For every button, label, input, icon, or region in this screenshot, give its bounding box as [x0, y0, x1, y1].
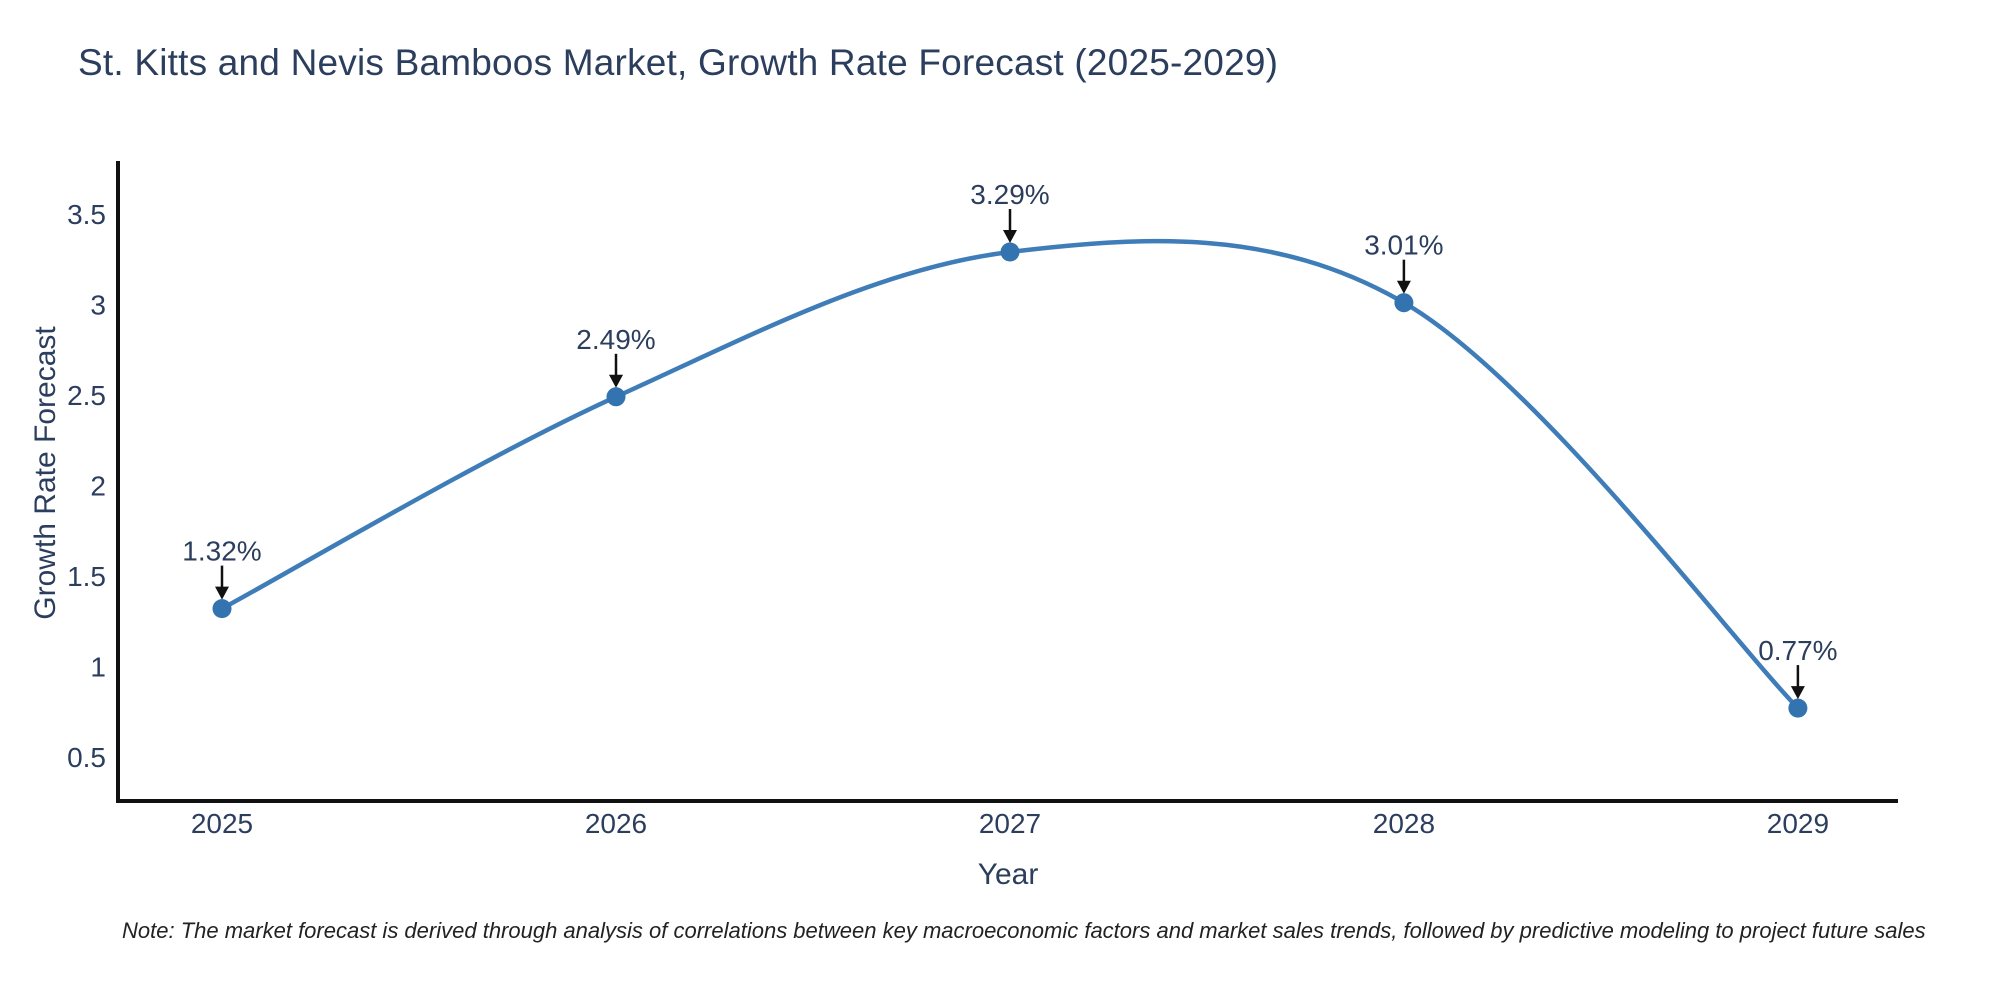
data-point-marker [1788, 698, 1808, 718]
y-tick-label: 0.5 [67, 742, 106, 773]
series-line [219, 238, 1801, 711]
annotation-arrow-head [1396, 280, 1411, 294]
point-value-label: 0.77% [1758, 635, 1837, 666]
annotation-arrow-head [215, 586, 229, 600]
x-tick-label: 2026 [585, 808, 647, 839]
data-point-marker [212, 599, 232, 619]
point-value-label: 2.49% [576, 324, 655, 355]
y-axis-title: Growth Rate Forecast [29, 326, 62, 620]
y-tick-label: 1.5 [67, 561, 106, 592]
x-axis-title: Year [977, 858, 1039, 891]
y-tick-label: 3.5 [67, 199, 106, 230]
y-tick-label: 2.5 [67, 380, 106, 411]
x-tick-label: 2029 [1767, 808, 1829, 839]
chart-title: St. Kitts and Nevis Bamboos Market, Grow… [78, 42, 1279, 83]
point-value-label: 3.01% [1364, 230, 1443, 261]
y-tick-label: 1 [90, 652, 106, 683]
point-value-label: 3.29% [970, 179, 1049, 210]
y-tick-label: 3 [90, 290, 106, 321]
annotation-arrow-head [609, 374, 623, 388]
y-tick-label: 2 [90, 471, 106, 502]
footnote: Note: The market forecast is derived thr… [122, 918, 1926, 943]
x-tick-label: 2025 [191, 808, 253, 839]
data-point-marker [606, 387, 626, 407]
x-tick-label: 2027 [979, 808, 1041, 839]
data-point-marker [1000, 242, 1020, 262]
annotation-arrow-head [1790, 686, 1805, 700]
point-value-label: 1.32% [182, 536, 261, 567]
annotation-arrow-head [1003, 230, 1017, 243]
x-tick-label: 2028 [1373, 808, 1435, 839]
data-point-marker [1394, 293, 1414, 313]
